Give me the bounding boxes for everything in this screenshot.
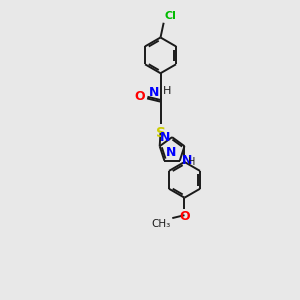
Text: N: N bbox=[160, 131, 170, 144]
Text: N: N bbox=[166, 146, 176, 160]
Text: N: N bbox=[149, 86, 160, 99]
Text: O: O bbox=[135, 90, 146, 103]
Text: H: H bbox=[188, 157, 195, 167]
Text: Cl: Cl bbox=[165, 11, 177, 21]
Text: O: O bbox=[179, 210, 190, 223]
Text: H: H bbox=[163, 86, 171, 96]
Text: CH₃: CH₃ bbox=[152, 219, 171, 229]
Text: N: N bbox=[182, 154, 192, 167]
Text: S: S bbox=[155, 126, 166, 140]
